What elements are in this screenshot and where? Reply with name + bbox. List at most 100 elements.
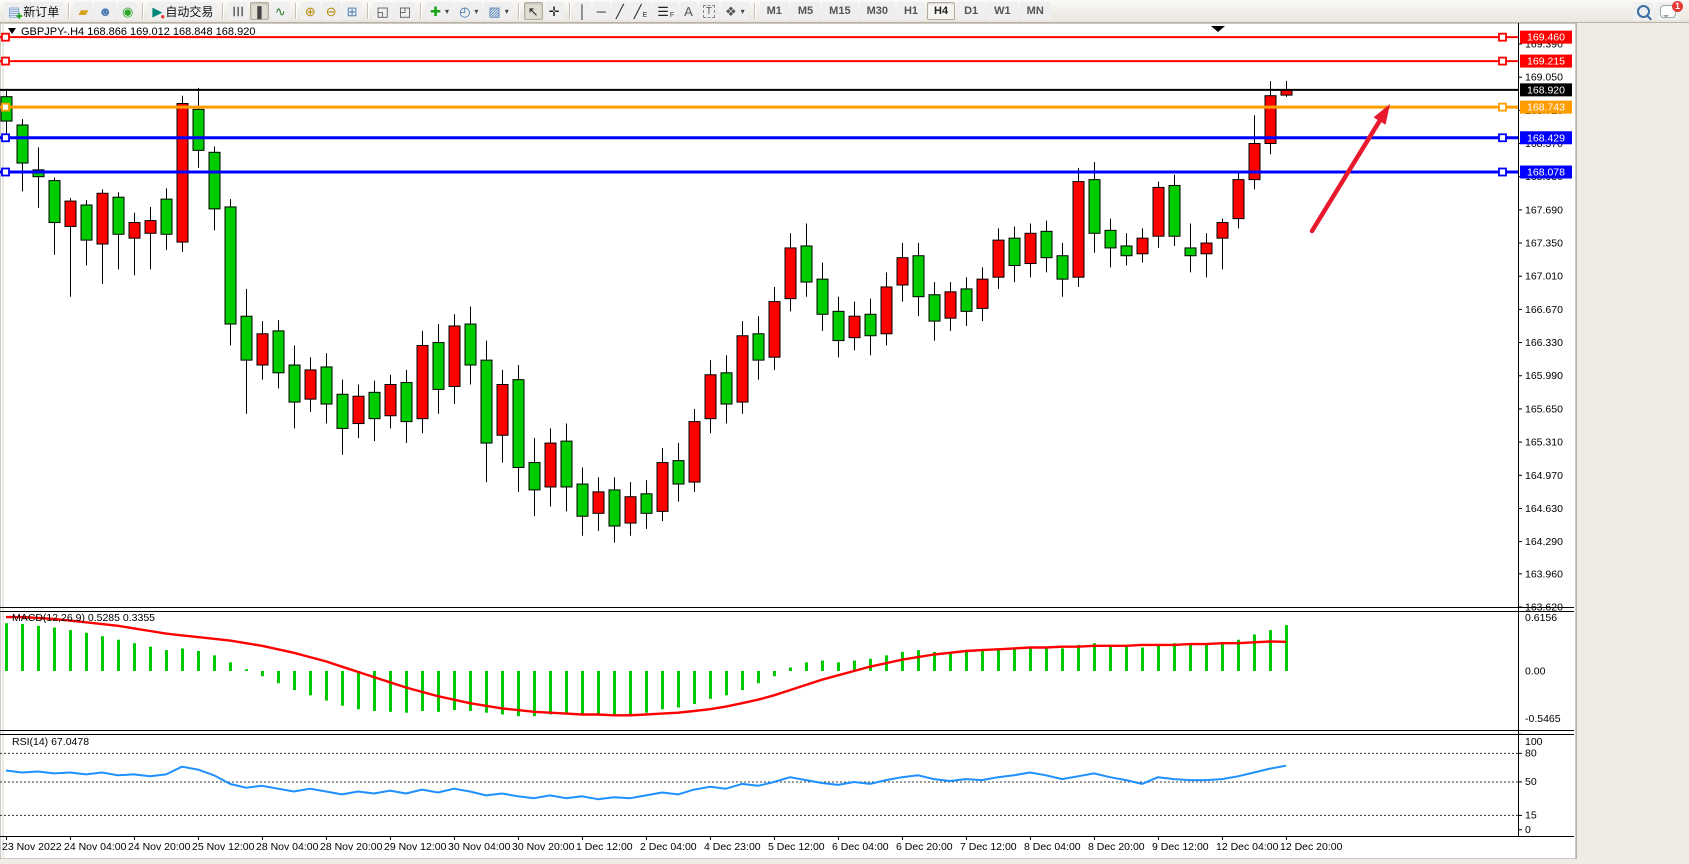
toolbar-separator	[222, 3, 224, 19]
candle	[992, 239, 1005, 278]
hline-handle-right[interactable]	[1498, 32, 1507, 42]
autotrading-button[interactable]: ▶ ● 自动交易	[148, 2, 218, 21]
arrows-button-caret-icon[interactable]: ▾	[740, 6, 745, 16]
toolbar-separator	[142, 3, 144, 19]
candle	[528, 462, 541, 491]
timeframe-m30-button[interactable]: M30	[859, 2, 895, 20]
rsi-axis-label: 15	[1525, 809, 1537, 821]
notifications-button[interactable]: 1	[1656, 1, 1683, 20]
candle	[1152, 186, 1165, 237]
hline-handle-left[interactable]	[1, 133, 10, 143]
cascade-charts-button[interactable]: ◰	[394, 2, 416, 20]
rsi-axis-label: 50	[1525, 776, 1537, 788]
price-line-chip-label: 169.215	[1527, 56, 1565, 68]
zoom-in-button[interactable]: ⊕	[300, 2, 320, 20]
candle	[1040, 230, 1053, 259]
date-label: 6 Dec 04:00	[832, 841, 889, 853]
fibonacci-button-sub-label: F	[669, 12, 675, 19]
bar-chart-button[interactable]: ☰	[228, 2, 249, 20]
hline-handle-right[interactable]	[1498, 56, 1507, 66]
template-button-caret-icon[interactable]: ▾	[504, 6, 509, 16]
candle	[464, 323, 477, 366]
hline-handle-left[interactable]	[1, 32, 10, 42]
cursor-button[interactable]: ↖	[523, 2, 543, 20]
template-button[interactable]: ▨ ▾	[484, 2, 513, 20]
date-label: 28 Nov 20:00	[320, 841, 383, 853]
toolbar-group: ↖ ✛	[523, 0, 565, 22]
equidistant-channel-button[interactable]: ╱ E	[629, 2, 652, 20]
arrange-charts-button[interactable]: ◱	[372, 2, 393, 20]
candle	[112, 196, 125, 235]
period-button-caret-icon[interactable]: ▾	[474, 6, 479, 16]
arrows-button[interactable]: ❖ ▾	[720, 2, 749, 20]
buy-signal-arrow-head[interactable]	[1373, 104, 1390, 125]
hline-handle-left[interactable]	[1, 167, 10, 177]
line-chart-button[interactable]: ∿	[270, 2, 290, 20]
arrange-charts-icon: ◱	[376, 3, 389, 19]
vertical-line-button[interactable]: │	[574, 2, 591, 20]
buy-signal-arrow-shaft[interactable]	[1309, 111, 1386, 234]
price-tick-label: 169.050	[1525, 72, 1563, 84]
tile-windows-button[interactable]: ⊞	[342, 2, 362, 20]
candle	[512, 379, 525, 468]
text-button[interactable]: A	[680, 2, 697, 20]
add-indicator-button[interactable]: ✚ ▾	[426, 2, 454, 20]
timeframe-m5-button[interactable]: M5	[790, 2, 821, 20]
date-label: 24 Nov 04:00	[64, 841, 127, 853]
candle	[784, 247, 797, 300]
toolbar-group: │ ─ ╱ ╱ E ☰ F A T ❖ ▾	[574, 0, 750, 22]
price-tick-label: 165.990	[1525, 370, 1563, 382]
price-chart-canvas[interactable]: 169.390169.050168.710168.370168.030167.6…	[0, 22, 1577, 860]
candle	[768, 301, 781, 358]
add-indicator-button-caret-icon[interactable]: ▾	[445, 6, 450, 16]
price-tick-label: 164.630	[1525, 503, 1563, 515]
price-tick-label: 165.310	[1525, 437, 1563, 449]
timeframe-h4-button[interactable]: H4	[927, 2, 956, 20]
hline-handle-left[interactable]	[1, 102, 10, 112]
date-label: 24 Nov 20:00	[128, 841, 191, 853]
candle	[1264, 95, 1277, 145]
price-tick-label: 163.960	[1525, 568, 1563, 580]
candle	[448, 325, 461, 387]
hline-handle-left[interactable]	[1, 56, 10, 66]
date-label: 30 Nov 04:00	[448, 841, 511, 853]
timeframe-w1-button[interactable]: W1	[987, 2, 1018, 20]
chart-title: GBPJPY-.H4 168.866 169.012 168.848 168.9…	[21, 26, 255, 38]
signals-icon[interactable]: ◉	[118, 2, 138, 20]
candle	[1008, 237, 1021, 266]
candle	[800, 245, 813, 283]
timeframe-h1-button[interactable]: H1	[896, 2, 926, 20]
hline-handle-right[interactable]	[1498, 102, 1507, 112]
timeframe-m1-button[interactable]: M1	[759, 2, 789, 20]
data-window-icon[interactable]: ☻	[94, 2, 116, 20]
timeframe-m15-button[interactable]: M15	[822, 2, 858, 20]
candle	[240, 315, 253, 361]
toolbar-separator	[753, 3, 755, 19]
rsi-line	[5, 764, 1287, 801]
text-label-icon: T	[702, 4, 715, 18]
text-label-button[interactable]: T	[698, 2, 719, 20]
period-button[interactable]: ◴ ▾	[455, 2, 483, 20]
candle	[416, 344, 429, 420]
chart-shift-marker-icon[interactable]	[1211, 26, 1225, 32]
horizontal-line-icon: ─	[596, 3, 606, 19]
new-order-button[interactable]: ▤ ✚ 新订单	[4, 2, 64, 21]
candle	[48, 180, 61, 224]
trendline-button[interactable]: ╱	[611, 2, 628, 20]
zoom-out-button[interactable]: ⊖	[321, 2, 341, 20]
crosshair-button[interactable]: ✛	[544, 2, 564, 20]
search-button[interactable]	[1633, 2, 1654, 20]
hline-handle-right[interactable]	[1498, 133, 1507, 143]
fibonacci-button[interactable]: ☰ F	[653, 2, 679, 20]
candle	[64, 200, 77, 227]
rsi-axis-label: 80	[1525, 747, 1537, 759]
candle	[1120, 245, 1133, 257]
candle	[1168, 184, 1181, 237]
candlestick-chart-button[interactable]: ❚	[250, 2, 269, 20]
timeframe-mn-button[interactable]: MN	[1019, 2, 1051, 20]
hline-handle-right[interactable]	[1498, 167, 1507, 177]
chart-window[interactable]: 169.390169.050168.710168.370168.030167.6…	[0, 22, 1577, 860]
timeframe-d1-button[interactable]: D1	[957, 2, 986, 20]
horizontal-line-button[interactable]: ─	[592, 2, 610, 20]
market-watch-icon[interactable]: ▰	[74, 2, 93, 20]
